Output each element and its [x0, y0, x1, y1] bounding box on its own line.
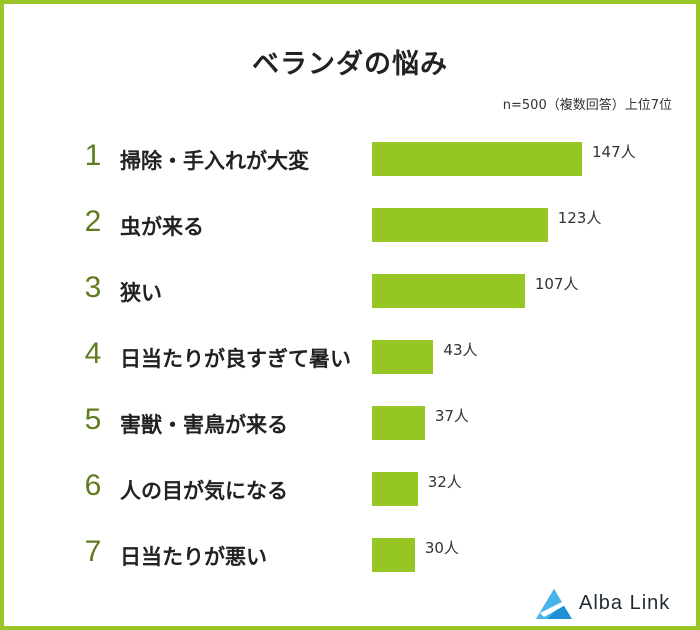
bar — [372, 340, 434, 374]
bar — [372, 538, 415, 572]
category-label: 日当たりが良すぎて暑い — [120, 347, 351, 371]
category-label: 人の目が気になる — [120, 479, 288, 503]
bar — [372, 274, 525, 308]
category-label: 害獣・害鳥が来る — [120, 413, 288, 437]
rank-number: 3 — [84, 271, 102, 304]
rank-number: 4 — [84, 337, 102, 370]
category-label: 掃除・手入れが大変 — [120, 149, 309, 173]
bar-value-label: 32人 — [427, 473, 462, 491]
rank-number: 6 — [84, 469, 102, 502]
rank-number: 5 — [84, 403, 102, 436]
chart-title: ベランダの悩み — [252, 49, 448, 80]
bar-value-label: 43人 — [443, 341, 478, 359]
bar-value-label: 37人 — [434, 407, 469, 425]
brand-name: Alba Link — [579, 592, 671, 614]
bar — [372, 208, 548, 242]
bar-value-label: 123人 — [557, 209, 602, 227]
bar — [372, 472, 418, 506]
rank-number: 2 — [84, 205, 102, 238]
category-label: 虫が来る — [120, 215, 204, 239]
rank-number: 1 — [84, 139, 102, 172]
alba-link-logo-icon — [536, 589, 572, 619]
bar-value-label: 107人 — [534, 275, 579, 293]
sample-note: n=500（複数回答）上位7位 — [502, 98, 672, 113]
bar-value-label: 147人 — [592, 143, 636, 161]
brand-logo: Alba Link — [535, 587, 695, 623]
bar — [372, 406, 425, 440]
rank-number: 7 — [84, 535, 102, 568]
category-label: 日当たりが悪い — [120, 545, 267, 569]
bar — [372, 142, 582, 176]
category-label: 狭い — [120, 281, 162, 305]
bar-value-label: 30人 — [424, 539, 459, 557]
